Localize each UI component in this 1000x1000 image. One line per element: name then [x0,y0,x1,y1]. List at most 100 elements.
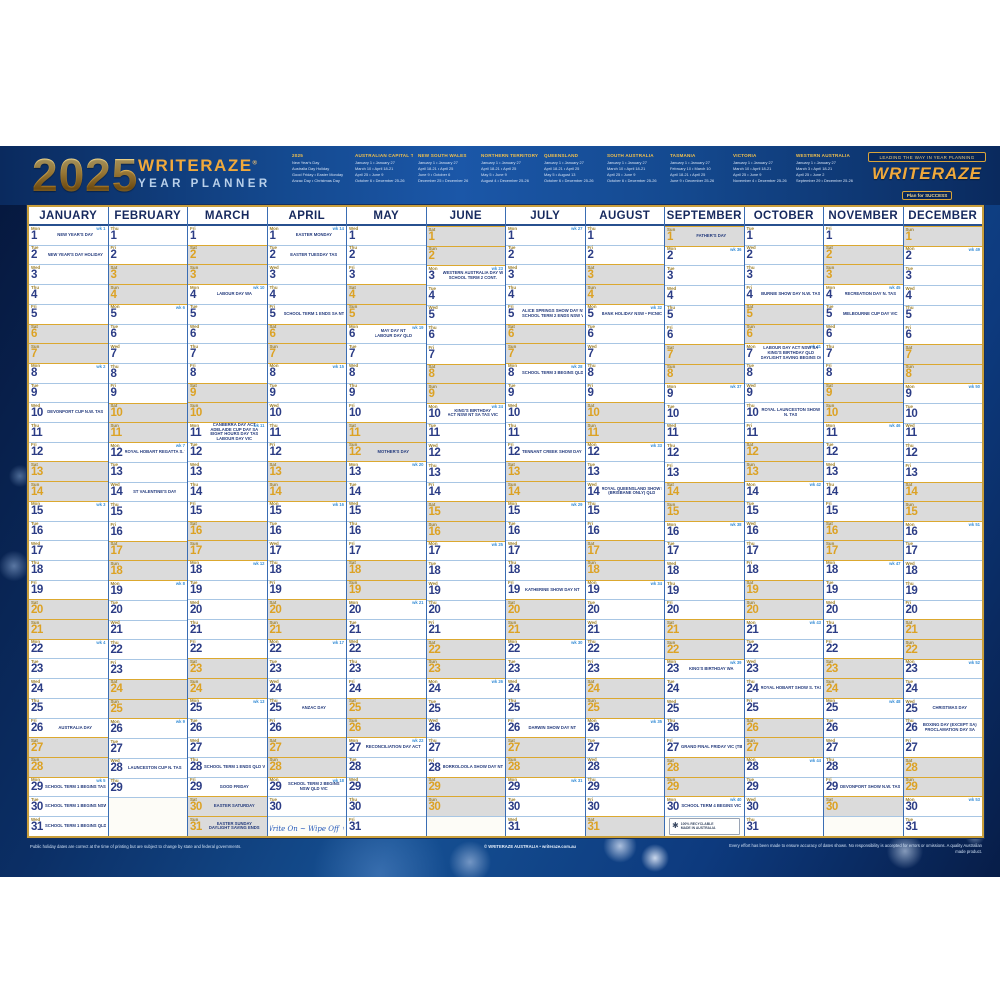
day-row: Sun 1 FATHER'S DAY [665,226,744,246]
week-number: wk 27 [571,226,583,231]
week-number: wk 36 [730,246,742,252]
month-header: DECEMBER [903,207,982,226]
day-abbr: Tue [508,658,516,664]
day-number: 3 [31,268,37,281]
day-abbr: Wed [269,540,279,546]
day-number: 13 [269,465,282,478]
day-number: 5 [269,308,276,321]
day-row: Sat 20 [506,599,585,620]
day-abbr: Thu [269,560,278,566]
day-abbr: Wed [31,816,41,822]
day-abbr: Sun [428,659,437,665]
day-abbr: Wed [746,245,756,251]
day-number: 19 [746,584,759,597]
day-abbr: Thu [31,698,40,704]
day-number: 22 [31,643,43,656]
day-row: Wed 19 [426,580,505,600]
day-number: 20 [826,603,838,616]
day-row: Thu 31 [744,816,823,836]
day-row: Fri 22 [188,638,267,659]
day-abbr: Sat [428,639,436,645]
brand-name: WRITERAZE® [138,156,259,175]
day-abbr: Wed [905,560,915,566]
month-column: JANUARY Mon 1 wk 1 NEW YEAR'S DAY Tue 2 NEW YEA… [29,207,109,836]
day-row: Sat 19 [744,579,823,600]
day-row: Sun 11 [108,422,187,443]
day-abbr: Sat [269,461,277,467]
month-header: FEBRUARY [108,207,187,226]
day-row: Tue 3 [903,265,982,286]
planner-board: 2025 WRITERAZE® YEAR PLANNER 2025 New Yea… [0,146,1000,877]
day-abbr: Mon [667,796,677,802]
day-number: 15 [508,505,520,518]
holiday-note-line: MAY DAY NT [380,329,406,334]
day-row: Thu 26 [665,717,744,738]
day-abbr: Sat [31,461,38,467]
day-row: Thu 19 [665,580,744,600]
holiday-key-line: March 3 • April 18-21 [796,165,833,171]
day-abbr: Thu [110,639,119,645]
day-abbr: Thu [428,737,437,743]
day-row: Sat 21 [903,619,982,640]
holiday-note-line: ST VALENTINE'S DAY [133,489,177,494]
day-number: 3 [905,269,912,282]
day-row: Tue 10 [903,403,982,423]
holiday-note-line: CANBERRA DAY ACT [212,423,256,428]
day-number: 18 [110,564,123,577]
day-row: Wed 20 [188,599,267,620]
day-row: Fri 9 [585,382,664,403]
day-number: 9 [826,387,832,400]
day-abbr: Mon [190,284,200,290]
day-abbr: Sun [667,777,676,783]
day-row: Sat 15 [426,501,505,522]
day-abbr: Mon [110,304,120,310]
day-row: Wed 5 [426,304,505,325]
day-row: Thu 19 [903,580,982,600]
day-abbr: Sun [190,540,199,546]
day-abbr: Thu [587,225,596,231]
day-number: 5 [508,308,514,321]
badge-banner: LEADING THE WAY IN YEAR PLANNING [868,152,986,162]
day-row: Tue 18 [426,560,505,581]
day-row: Sat 21 [665,619,744,640]
day-row: Tue 12 [188,441,267,462]
holiday-note-line: CHRISTMAS DAY [932,706,967,711]
day-row: Wed 31 [506,816,585,836]
day-number: 10 [826,406,838,419]
day-abbr: Fri [428,619,435,625]
day-row: Write On ~ Wipe Off ✎ [267,816,346,836]
day-abbr: Sat [269,737,277,743]
day-abbr: Wed [667,698,677,704]
day-abbr: Mon [587,718,597,724]
day-abbr: Thu [31,422,40,428]
day-row: Thu 18 [506,559,585,580]
day-row: Thu 27 [426,737,505,758]
day-abbr: Wed [110,482,120,488]
day-number: 26 [269,722,282,735]
holiday-note: DEVONPORT SHOW N.W. TAS [840,778,901,797]
day-row: Wed 15 [347,500,426,521]
day-abbr: Fri [826,639,832,645]
day-number: 1 [508,229,514,242]
day-number: 26 [587,722,600,735]
day-row: Sat 23 [824,658,903,679]
day-number: 1 [349,229,355,242]
day-abbr: Sun [269,343,278,349]
day-number: 26 [826,722,838,735]
day-row: Fri 31 [347,816,426,836]
day-abbr: Tue [428,423,436,429]
day-number: 17 [190,544,202,557]
day-number: 29 [269,781,282,794]
holiday-note: MELBOURNE CUP DAY VIC [840,305,901,324]
day-number: 19 [587,584,600,597]
day-abbr: Sun [269,757,278,763]
week-number: wk 24 [491,404,503,410]
day-row: Mon 16 wk 51 [903,521,982,541]
day-row: Mon 6 wk 19 MAY DAY NT LABOUR DAY QLD [347,323,426,344]
day-abbr: Sat [826,521,833,527]
day-row: Fri 29 DEVONPORT SHOW N.W. TAS [824,776,903,797]
day-abbr: Fri [31,442,37,448]
day-abbr: Sat [349,560,356,566]
day-row: Fri 1 [824,226,903,245]
